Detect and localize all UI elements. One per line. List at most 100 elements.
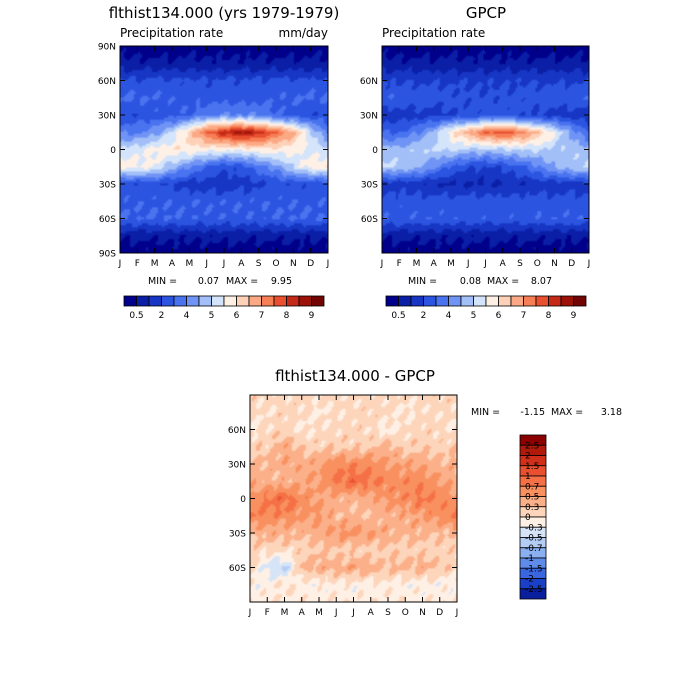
colorbar-label: 0.7 xyxy=(525,482,539,492)
panel-gpcp-title: GPCP xyxy=(466,4,506,22)
x-tick-label: D xyxy=(436,608,443,618)
y-tick-label: 90N xyxy=(98,43,116,53)
panel-diff-colorbar: 2.521.510.70.50.30-0.3-0.5-0.7-1-1.5-2-2… xyxy=(519,434,547,600)
colorbar-swatch xyxy=(485,295,499,307)
panel-gpcp-y-ticks: 60N 30N 0 30S 60S xyxy=(360,77,589,225)
colorbar-swatch xyxy=(460,295,474,307)
x-tick-label: A xyxy=(368,608,375,618)
colorbar-label: 2 xyxy=(159,311,165,321)
y-tick-label: 30S xyxy=(229,530,246,540)
y-tick-label: 30S xyxy=(99,181,116,191)
colorbar-label: 4 xyxy=(446,311,452,321)
colorbar-label: -2.5 xyxy=(525,585,543,595)
x-tick-label: M xyxy=(185,259,193,269)
panel-model-title: flthist134.000 (yrs 1979-1979) xyxy=(109,4,340,22)
y-tick-label: 60S xyxy=(99,215,116,225)
colorbar-swatch xyxy=(148,295,162,307)
x-tick-label: J xyxy=(326,259,330,269)
panel-model-y-ticks: 90N 60N 30N 0 30S 60S 90S xyxy=(98,43,328,260)
x-tick-label: N xyxy=(419,608,426,618)
panel-model-subtitle-right: mm/day xyxy=(279,26,329,40)
colorbar-swatch xyxy=(186,295,200,307)
x-tick-label: M xyxy=(413,259,421,269)
colorbar-label: 7 xyxy=(259,311,265,321)
colorbar-swatch xyxy=(535,295,549,307)
colorbar-swatch xyxy=(473,295,487,307)
x-tick-label: A xyxy=(431,259,438,269)
colorbar-label: 5 xyxy=(471,311,477,321)
colorbar-label: 9 xyxy=(309,311,315,321)
panel-model-colorbar: 0.5 2 4 5 6 7 8 9 xyxy=(123,295,325,321)
colorbar-swatch xyxy=(248,295,262,307)
panel-gpcp-min-label: MIN = xyxy=(408,276,437,287)
colorbar-swatch xyxy=(236,295,250,307)
colorbar-swatch xyxy=(211,295,225,307)
colorbar-label: 6 xyxy=(496,311,502,321)
x-tick-label: J xyxy=(118,259,122,269)
colorbar-swatch xyxy=(136,295,150,307)
x-tick-label: A xyxy=(500,259,507,269)
colorbar-label: 1.5 xyxy=(525,462,539,472)
x-tick-label: F xyxy=(135,259,140,269)
x-tick-label: J xyxy=(248,608,252,618)
colorbar-swatch xyxy=(273,295,287,307)
y-tick-label: 60N xyxy=(360,77,378,87)
colorbar-label: 0 xyxy=(525,513,531,523)
colorbar-swatch xyxy=(173,295,187,307)
x-tick-label: M xyxy=(315,608,323,618)
colorbar-label: 2 xyxy=(421,311,427,321)
colorbar-swatch xyxy=(385,295,399,307)
colorbar-swatch xyxy=(448,295,462,307)
colorbar-label: 0.3 xyxy=(525,503,539,513)
colorbar-label: -0.3 xyxy=(525,523,543,533)
y-tick-label: 90S xyxy=(99,250,116,260)
colorbar-swatch xyxy=(573,295,587,307)
y-tick-label: 0 xyxy=(240,495,246,505)
panel-model-min-value: 0.07 xyxy=(198,276,219,287)
y-tick-label: 30S xyxy=(361,181,378,191)
colorbar-label: 0.5 xyxy=(129,311,143,321)
colorbar-label: -0.7 xyxy=(525,544,543,554)
heatmap-field xyxy=(250,395,457,602)
y-tick-label: 30N xyxy=(228,461,246,471)
x-tick-label: S xyxy=(517,259,523,269)
colorbar-label: -1 xyxy=(525,554,534,564)
panel-model-subtitle-left: Precipitation rate xyxy=(120,26,223,40)
colorbar-swatch xyxy=(510,295,524,307)
colorbar-swatch xyxy=(519,588,547,600)
panel-model-max-label: MAX = xyxy=(226,276,258,287)
x-tick-label: F xyxy=(397,259,402,269)
x-tick-label: O xyxy=(402,608,409,618)
panel-gpcp-subtitle-left: Precipitation rate xyxy=(382,26,485,40)
colorbar-swatch xyxy=(286,295,300,307)
colorbar-label: 2.5 xyxy=(525,441,539,451)
x-tick-label: A xyxy=(169,259,176,269)
colorbar-label: -0.5 xyxy=(525,534,543,544)
x-tick-label: J xyxy=(466,259,470,269)
colorbar-swatch xyxy=(223,295,237,307)
x-tick-label: J xyxy=(483,259,487,269)
colorbar-swatch xyxy=(498,295,512,307)
colorbar-swatch xyxy=(435,295,449,307)
panel-gpcp-max-label: MAX = xyxy=(487,276,519,287)
panel-model: flthist134.000 (yrs 1979-1979) Precipita… xyxy=(98,4,339,321)
x-tick-label: J xyxy=(204,259,208,269)
colorbar-label: 6 xyxy=(234,311,240,321)
colorbar-label: 9 xyxy=(571,311,577,321)
panel-model-max-value: 9.95 xyxy=(271,276,292,287)
colorbar-label: -1.5 xyxy=(525,564,543,574)
x-tick-label: J xyxy=(222,259,226,269)
x-tick-label: O xyxy=(534,259,541,269)
colorbar-label: 1 xyxy=(525,472,531,482)
x-tick-label: S xyxy=(256,259,262,269)
colorbar-swatch xyxy=(198,295,212,307)
x-tick-label: A xyxy=(238,259,245,269)
panel-diff-y-ticks: 60N 30N 0 30S 60S xyxy=(228,426,457,574)
panel-model-heatmap xyxy=(119,45,329,254)
colorbar-label: 4 xyxy=(184,311,190,321)
colorbar-swatch xyxy=(560,295,574,307)
